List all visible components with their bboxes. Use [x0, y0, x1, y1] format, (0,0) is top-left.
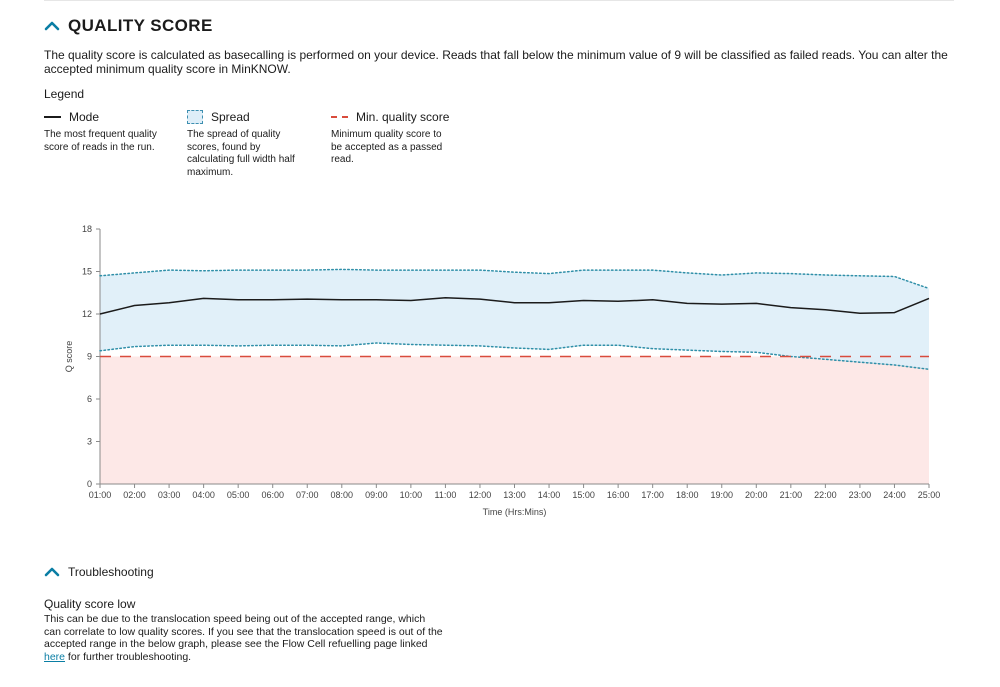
intro-text: The quality score is calculated as basec…	[44, 48, 948, 76]
flow-cell-refuelling-link[interactable]: here	[44, 651, 66, 664]
x-tick-label: 10:00	[400, 490, 423, 500]
legend-item-spread: Spread The spread of quality scores, fou…	[187, 109, 317, 179]
x-tick-label: 11:00	[434, 490, 456, 500]
y-axis-label: Q score	[64, 341, 74, 373]
x-tick-label: 05:00	[227, 490, 250, 500]
x-tick-label: 02:00	[123, 490, 146, 500]
x-tick-label: 13:00	[503, 490, 526, 500]
y-tick-label: 15	[82, 267, 92, 277]
dashed-box-icon	[187, 110, 203, 124]
legend-label-mode: Mode	[69, 110, 100, 124]
issue-text: This can be due to the translocation spe…	[44, 613, 444, 664]
legend-item-mode: Mode The most frequent quality score of …	[44, 109, 174, 154]
x-tick-label: 14:00	[538, 490, 561, 500]
legend-title: Legend	[44, 87, 85, 101]
legend-desc-spread: The spread of quality scores, found by c…	[187, 129, 295, 178]
x-tick-label: 21:00	[780, 490, 803, 500]
y-tick-label: 0	[87, 479, 92, 489]
solid-line-icon	[44, 116, 61, 118]
issue-text-after: for further troubleshooting.	[65, 651, 192, 664]
dashed-line-icon	[331, 116, 348, 118]
x-tick-label: 12:00	[469, 490, 492, 500]
y-tick-label: 12	[82, 309, 92, 319]
x-tick-label: 23:00	[849, 490, 872, 500]
issue-title: Quality score low	[44, 597, 136, 611]
quality-score-section-toggle[interactable]: QUALITY SCORE	[44, 16, 213, 36]
section-title: QUALITY SCORE	[68, 16, 213, 35]
x-tick-label: 16:00	[607, 490, 630, 500]
x-tick-label: 07:00	[296, 490, 319, 500]
x-tick-label: 01:00	[89, 490, 112, 500]
x-tick-label: 22:00	[814, 490, 837, 500]
troubleshooting-toggle[interactable]: Troubleshooting	[44, 564, 154, 580]
y-tick-label: 18	[82, 224, 92, 234]
legend-item-min-quality: Min. quality score Minimum quality score…	[331, 109, 461, 167]
failed-region-area	[100, 356, 929, 484]
x-tick-label: 03:00	[158, 490, 181, 500]
issue-text-before: This can be due to the translocation spe…	[44, 613, 443, 651]
x-tick-label: 18:00	[676, 490, 699, 500]
troubleshooting-title: Troubleshooting	[68, 565, 154, 579]
chevron-up-icon	[44, 21, 60, 31]
x-tick-label: 06:00	[261, 490, 284, 500]
x-tick-label: 20:00	[745, 490, 768, 500]
x-axis-label: Time (Hrs:Mins)	[483, 507, 547, 517]
y-tick-label: 9	[87, 352, 92, 362]
quality-score-chart: 0 3 6 9 12 15 18 01:00 02:00 03:00 04:00 05:00 06:00…	[64, 224, 941, 517]
legend-desc-mode: The most frequent quality score of reads…	[44, 129, 157, 153]
spread-upper-line	[99, 268, 930, 290]
legend-label-min-quality: Min. quality score	[356, 110, 450, 124]
x-tick-label: 04:00	[192, 490, 215, 500]
x-tick-label: 19:00	[710, 490, 733, 500]
x-tick-label: 15:00	[572, 490, 595, 500]
spread-band-area	[100, 269, 929, 370]
chevron-up-icon	[44, 567, 60, 577]
y-tick-label: 3	[87, 437, 92, 447]
legend-label-spread: Spread	[211, 110, 250, 124]
y-tick-label: 6	[87, 394, 92, 404]
x-tick-label: 24:00	[883, 490, 906, 500]
mode-line	[99, 296, 930, 315]
x-tick-label: 17:00	[641, 490, 664, 500]
x-tick-label: 25:00	[918, 490, 941, 500]
x-tick-label: 09:00	[365, 490, 388, 500]
x-tick-label: 08:00	[331, 490, 354, 500]
legend-desc-min-quality: Minimum quality score to be accepted as …	[331, 129, 443, 165]
top-divider	[44, 0, 954, 1]
